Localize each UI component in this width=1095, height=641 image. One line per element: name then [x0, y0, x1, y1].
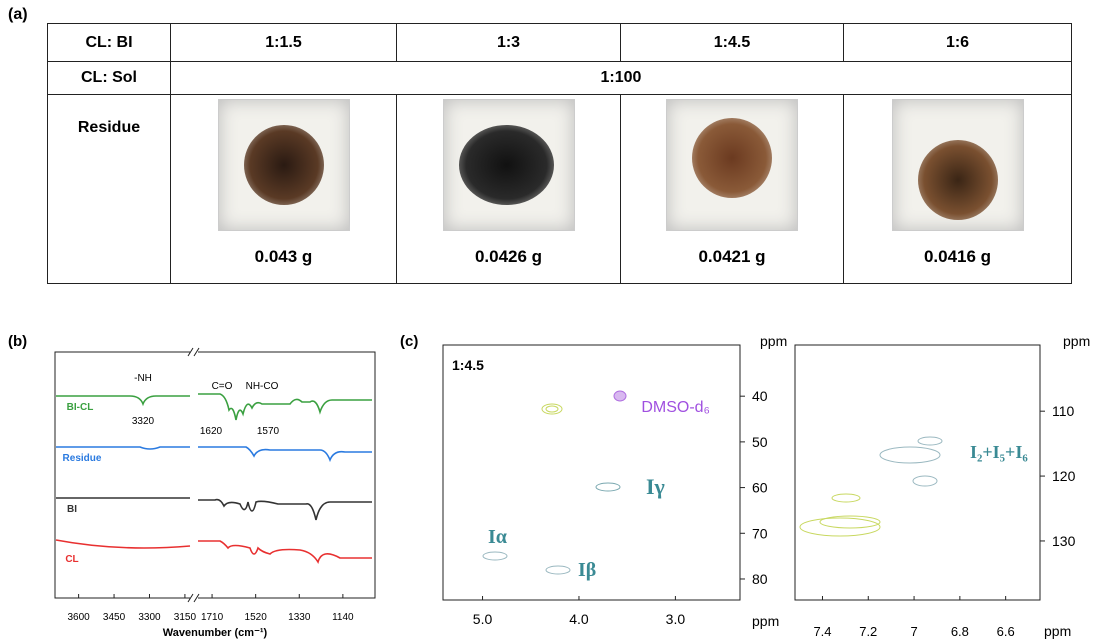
x-tick-label: 6.6 — [997, 624, 1015, 639]
annotation: 1620 — [200, 426, 223, 437]
mass: 0.0421 g — [698, 247, 766, 266]
mass: 0.0416 g — [923, 247, 992, 266]
contour — [595, 482, 621, 492]
cell: 0.043 g — [170, 94, 397, 284]
contour — [879, 446, 941, 464]
x-tick-label: 1520 — [245, 612, 268, 623]
axis-unit: ppm — [1063, 333, 1090, 349]
x-tick-label: 1710 — [201, 612, 224, 623]
photo — [217, 99, 350, 231]
contour — [912, 475, 938, 487]
annotation: DMSO-d₆ — [641, 399, 710, 416]
cell: 0.0421 g — [620, 94, 844, 284]
y-tick-label: 60 — [752, 480, 768, 496]
frame — [442, 344, 741, 601]
x-tick-label: 1330 — [288, 612, 311, 623]
table: CL: BI 1:1.5 1:3 1:4.5 1:6 CL: Sol 1:100… — [47, 23, 1072, 284]
cell: 1:3 — [396, 23, 621, 62]
frame — [794, 344, 1041, 601]
x-tick-label: 7.4 — [813, 624, 831, 639]
series-label: Residue — [63, 453, 102, 464]
axis-unit: ppm — [1044, 623, 1071, 639]
photo — [666, 99, 798, 231]
y-tick-label: 50 — [752, 434, 768, 450]
annotation: Iβ — [578, 559, 596, 581]
annotation: 1570 — [257, 426, 280, 437]
annotation: Iα — [488, 526, 507, 548]
break-mark — [187, 347, 200, 603]
contour — [917, 436, 943, 446]
contour — [541, 403, 563, 415]
cell: 1:100 — [170, 61, 1072, 95]
cell: CL: BI — [47, 23, 171, 62]
annotation: Iγ — [646, 474, 665, 499]
x-label: Wavenumber (cm⁻¹) — [163, 627, 268, 639]
photo — [442, 99, 575, 231]
panel-label: (a) — [8, 6, 28, 23]
panel-label: (c) — [400, 333, 418, 350]
cell: 1:4.5 — [620, 23, 844, 62]
spectrum-cl — [55, 539, 372, 564]
axis-unit: ppm — [752, 613, 779, 629]
series-label: CL — [65, 554, 78, 565]
contour — [545, 565, 571, 575]
spectrum-bi-cl — [56, 393, 372, 421]
mass: 0.0426 g — [474, 247, 543, 266]
photo — [891, 99, 1024, 231]
y-tick-label: 70 — [752, 525, 768, 541]
contour — [819, 515, 881, 529]
annotation: I₂+I₅+I₆ — [970, 442, 1028, 462]
annotation: C=O — [212, 381, 233, 392]
x-tick-label: 3600 — [67, 612, 90, 623]
spectrum-bi — [56, 497, 372, 521]
x-tick-label: 6.8 — [951, 624, 969, 639]
contour — [613, 390, 627, 402]
y-tick-label: 40 — [752, 388, 768, 404]
frame — [54, 351, 376, 599]
contour — [799, 517, 881, 537]
cell: 0.0416 g — [843, 94, 1072, 284]
panel-label: (b) — [8, 333, 27, 350]
annotation: NH-CO — [246, 381, 279, 392]
x-tick-label: 3300 — [138, 612, 161, 623]
cell-text: Residue — [77, 119, 141, 136]
y-tick-label: 130 — [1052, 533, 1076, 549]
annotation: 3320 — [132, 416, 155, 427]
x-tick-label: 5.0 — [473, 611, 493, 627]
contour — [482, 551, 508, 561]
sample-label: 1:4.5 — [452, 357, 484, 373]
y-tick-label: 110 — [1052, 403, 1075, 419]
axis-break — [190, 346, 198, 604]
contour — [831, 493, 861, 503]
cell: Residue — [47, 94, 171, 284]
series-label: BI — [67, 504, 77, 515]
cell: 0.0426 g — [396, 94, 621, 284]
x-tick-label: 3150 — [174, 612, 197, 623]
x-tick-label: 4.0 — [569, 611, 589, 627]
y-tick-label: 120 — [1052, 468, 1076, 484]
x-tick-label: 3450 — [103, 612, 126, 623]
x-tick-label: 7.2 — [859, 624, 877, 639]
x-tick-label: 1140 — [332, 612, 354, 623]
series-label: BI-CL — [67, 402, 94, 413]
x-tick-label: 7 — [910, 624, 917, 639]
y-tick-label: 80 — [752, 571, 768, 587]
spectrum-residue — [56, 446, 372, 463]
x-tick-label: 3.0 — [666, 611, 686, 627]
mass: 0.043 g — [254, 247, 313, 266]
annotation: -NH — [134, 373, 152, 384]
axis-unit: ppm — [760, 333, 787, 349]
cell: 1:6 — [843, 23, 1072, 62]
contour — [545, 405, 559, 413]
cell: 1:1.5 — [170, 23, 397, 62]
